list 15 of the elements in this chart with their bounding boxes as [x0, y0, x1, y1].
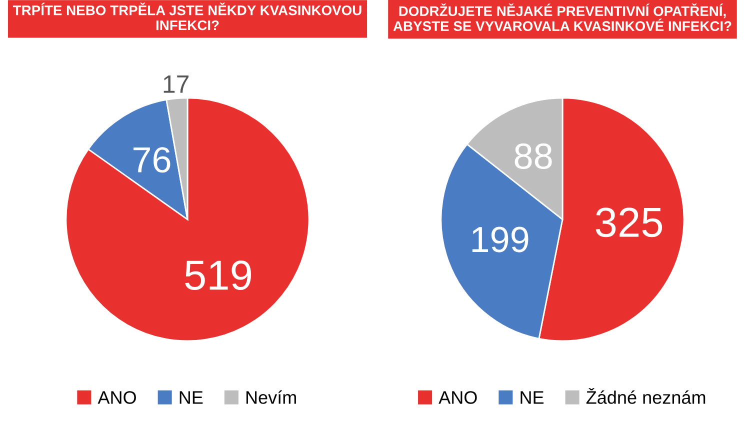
data-label: 17	[164, 76, 188, 93]
legend-label: ANO	[98, 391, 136, 404]
legend-label: Nevím	[246, 390, 296, 404]
data-label: 519	[185, 260, 251, 290]
legend-label: NE	[520, 391, 544, 404]
legend-label: NE	[180, 391, 203, 404]
legend-label: Žádné neznám	[586, 388, 706, 404]
data-label: 199	[472, 226, 528, 252]
chart-title: TRPÍTE NEBO TRPĚLA JSTE NĚKDY KVASINKOVOU INFEKCI?	[12, 2, 362, 30]
pie-slice	[65, 97, 310, 342]
chart-title: DODRŽUJETE NĚJAKÉ PREVENTIVNÍ OPATŘENÍ, ABYSTE SE VYVAROVALA KVASINKOVÉ INFEKCI?	[393, 3, 732, 32]
data-label: 76	[134, 147, 170, 173]
data-label: 325	[596, 208, 662, 238]
data-label: 88	[514, 143, 552, 169]
legend-label: ANO	[438, 391, 477, 404]
